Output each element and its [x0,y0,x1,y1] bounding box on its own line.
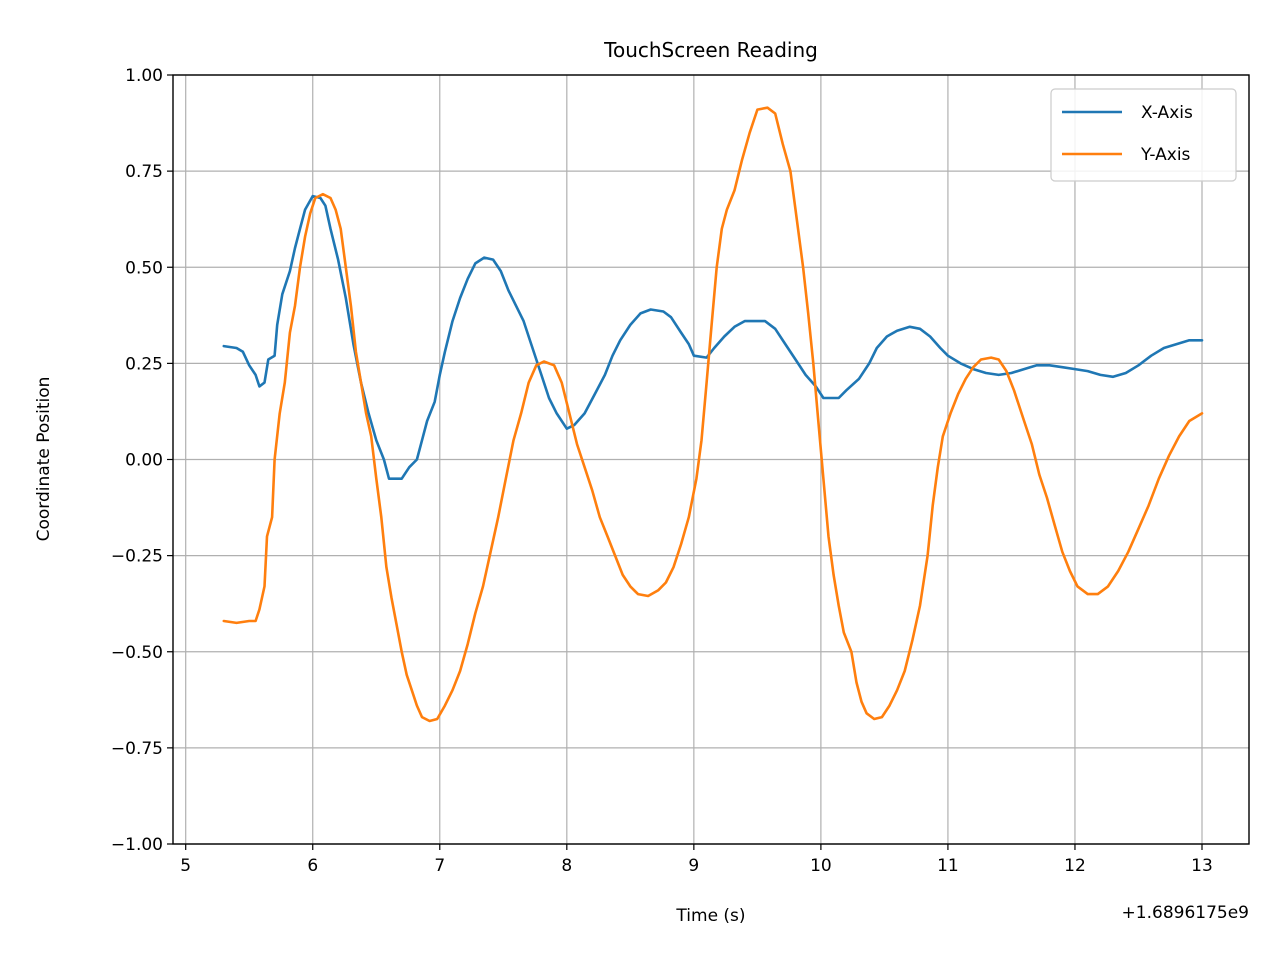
y-tick-label: 0.75 [125,162,163,182]
y-tick-label: 1.00 [125,66,163,86]
x-tick-label: 8 [561,856,572,876]
series-layer [222,106,1204,723]
chart-title: TouchScreen Reading [603,38,818,62]
y-tick-label: −0.25 [111,547,163,567]
y-tick-label: 0.25 [125,354,163,374]
legend: X-Axis Y-Axis [1050,88,1237,182]
x-tick-label: 12 [1064,856,1086,876]
x-tick-label: 6 [307,856,318,876]
y-axis-label: Coordinate Position [34,377,54,542]
x-tick-label: 5 [180,856,191,876]
x-tick-label: 11 [937,856,959,876]
y-tick-label: −0.75 [111,739,163,759]
x-tick-label: 13 [1191,856,1213,876]
y-tick-label: 0.50 [125,258,163,278]
y-tick-label: −0.50 [111,643,163,663]
x-tick-label: 7 [434,856,445,876]
y-tick-label: −1.00 [111,835,163,855]
legend-label-y-axis: Y-Axis [1140,145,1191,165]
x-axis-label: Time (s) [675,906,745,926]
axis-ticks: 5 6 7 8 9 10 11 12 13 −1.00 −0.75 −0.50 −0.25 0.00 0.2… [111,66,1213,876]
y-tick-label: 0.00 [125,451,163,471]
series-line-x-axis [222,194,1204,480]
x-tick-label: 10 [810,856,832,876]
legend-label-x-axis: X-Axis [1141,103,1193,123]
series-line-y-axis [222,106,1204,723]
x-axis-offset: +1.6896175e9 [1122,903,1249,923]
x-tick-label: 9 [688,856,699,876]
